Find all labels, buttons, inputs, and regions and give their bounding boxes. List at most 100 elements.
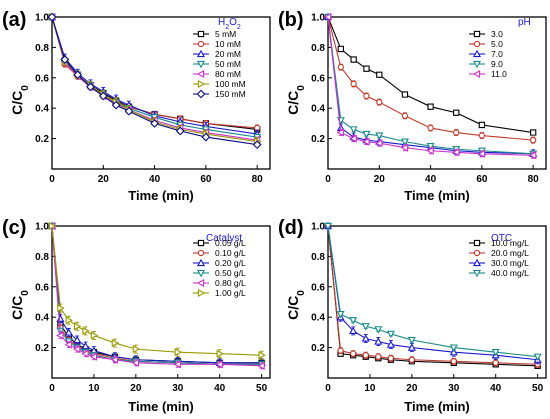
legend-entry: 80 mM (193, 69, 241, 79)
legend-marker (197, 40, 205, 48)
data-point (73, 335, 82, 344)
data-point (363, 92, 370, 100)
data-point (386, 340, 395, 348)
legend-marker (196, 49, 206, 58)
legend-entry: 0.20 g/L (193, 258, 246, 268)
legend-label: 20.0 mg/L (491, 248, 529, 258)
x-tick-label: 40 (490, 383, 502, 394)
legend-entry: 10.0 mg/L (469, 238, 529, 248)
y-tick-label: 0.2 (311, 134, 325, 145)
data-point (57, 304, 65, 313)
legend-entry: 5 mM (193, 29, 236, 39)
legend-entry: 3.0 (469, 29, 503, 39)
panel-label: (c) (2, 217, 26, 239)
legend-marker (196, 89, 206, 99)
data-point (533, 353, 542, 361)
y-tick-label: 0.6 (311, 282, 325, 293)
data-point (387, 355, 395, 362)
x-axis-label: Time (min) (128, 188, 194, 203)
legend-entry: 10 mM (193, 39, 241, 49)
data-point (528, 151, 537, 160)
data-point (362, 352, 369, 359)
legend-entry: 20.0 mg/L (469, 248, 529, 258)
data-point (74, 322, 82, 331)
legend-label: 30.0 mg/L (491, 258, 529, 268)
x-tick-label: 80 (528, 174, 540, 185)
data-point (349, 317, 358, 325)
legend-entry: 5.0 (469, 39, 503, 49)
legend-label: 20 mM (215, 49, 241, 59)
legend-label: 9.0 (491, 59, 503, 69)
data-point (363, 65, 370, 72)
x-tick-label: 40 (214, 383, 226, 394)
data-point (426, 143, 435, 151)
y-tick-label: 0.4 (35, 104, 49, 115)
data-point (337, 347, 344, 354)
data-point (375, 132, 384, 140)
legend-label: 7.0 (491, 49, 503, 59)
data-point (362, 130, 371, 139)
y-tick-label: 0.8 (311, 43, 325, 54)
data-point (449, 344, 458, 352)
data-point (374, 326, 383, 334)
legend-entry: 0.80 g/L (193, 278, 246, 288)
data-point (361, 334, 370, 342)
x-tick-label: 0 (325, 174, 331, 185)
data-point (530, 136, 537, 144)
data-point (478, 121, 486, 129)
legend-label: 100 mM (215, 79, 246, 89)
legend-marker (196, 258, 206, 267)
x-tick-label: 0 (325, 383, 331, 394)
data-point (47, 12, 57, 22)
legend-entry: 20 mM (193, 49, 241, 59)
data-point (400, 138, 409, 146)
series (324, 13, 537, 136)
x-tick-label: 0 (49, 383, 55, 394)
y-tick-label: 0.4 (311, 104, 325, 115)
x-axis-label: Time (min) (404, 188, 470, 203)
x-tick-label: 60 (200, 174, 212, 185)
x-tick-label: 10 (88, 383, 100, 394)
data-point (323, 12, 332, 22)
data-point (81, 341, 90, 350)
series (48, 221, 266, 360)
legend-marker (473, 40, 481, 48)
series-line (327, 16, 534, 155)
data-point (426, 146, 434, 155)
panel-d-otc: (d) C/C0 Time (min) OTC 0 10 20 30 40 50 0.2 0.… (278, 217, 547, 414)
legend-label: 0.50 g/L (215, 268, 246, 278)
legend-label: 0.20 g/L (215, 258, 246, 268)
y-axis-label: C/C0 (9, 85, 31, 115)
series-line (327, 16, 534, 141)
legend-entry: 11.0 (469, 69, 507, 79)
legend-label: 0.10 g/L (215, 248, 246, 258)
y-axis-label: C/C0 (9, 290, 31, 320)
legend-title: pH (518, 17, 531, 28)
data-point (450, 358, 457, 365)
data-point (374, 337, 383, 345)
data-point (350, 80, 357, 88)
legend-marker (197, 249, 205, 257)
legend-marker (196, 69, 205, 79)
data-point (65, 316, 74, 325)
legend-marker (196, 60, 206, 69)
y-tick-label: 0.2 (35, 134, 49, 145)
data-point (530, 129, 537, 136)
panel-b-ph: (b) C/C0 Time (min) pH 0 20 40 60 80 0.2 0.4 0.… (278, 9, 547, 203)
legend-entry: 1.00 g/L (193, 288, 246, 298)
panel-c-catalyst: (c) C/C0 Time (min) Catalyst 0 10 20 30 40 50… (2, 217, 271, 414)
legend-label: 10.0 mg/L (491, 238, 529, 248)
series (47, 221, 265, 370)
data-point (336, 128, 344, 137)
data-point (361, 323, 370, 331)
y-tick-label: 0.6 (35, 73, 49, 84)
x-tick-label: 50 (532, 383, 544, 394)
legend-entry: 0.10 g/L (193, 248, 246, 258)
data-point (132, 345, 141, 354)
legend-label: 150 mM (215, 89, 246, 99)
plot-frame (51, 225, 271, 379)
data-point (111, 339, 120, 348)
legend-entry: 100 mM (193, 79, 246, 89)
legend-marker (197, 79, 206, 89)
